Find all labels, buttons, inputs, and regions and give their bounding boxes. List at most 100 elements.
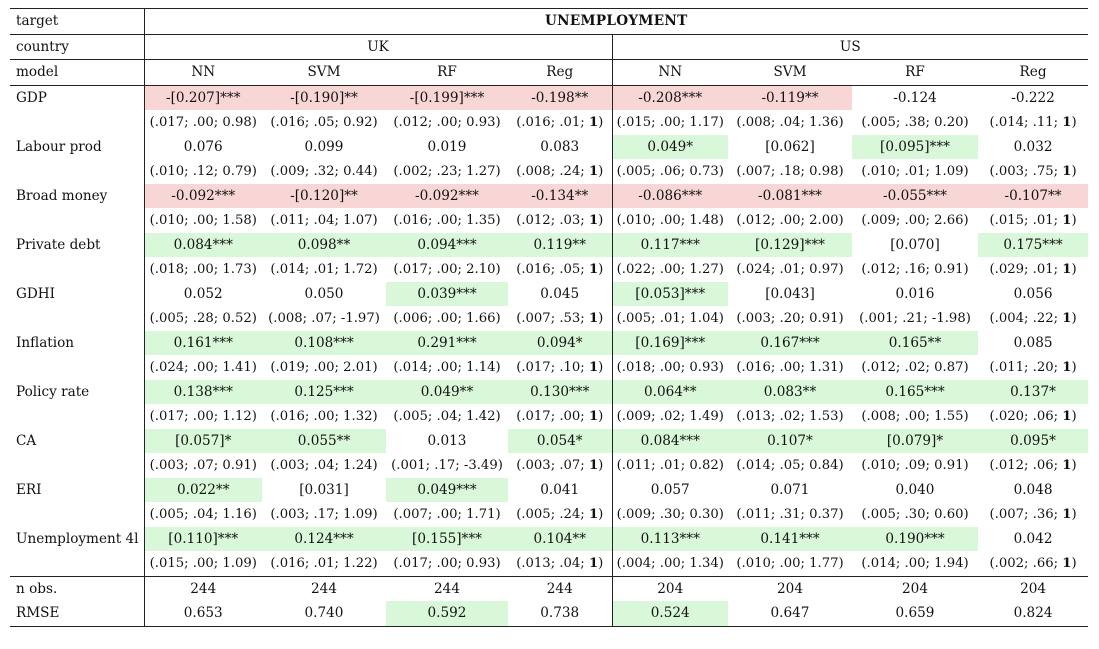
coefficient-row: GDP -[0.207]*** -[0.190]** -[0.199]*** -0.19…: [10, 85, 1088, 110]
coefficient-cell: -0.124: [893, 89, 937, 106]
coefficient-cell: 0.137*: [978, 379, 1089, 404]
coefficient-row: Inflation 0.161*** 0.108*** 0.291*** 0.094*[…: [10, 330, 1088, 355]
stats-cell: (.002; .23; 1.27): [393, 163, 501, 179]
coefficient-row: ERI 0.022** [0.031] 0.049*** 0.041 0.057 0.071…: [10, 477, 1088, 502]
coefficient-cell: 0.099: [304, 138, 344, 155]
summary-cell: 0.738: [508, 601, 613, 627]
stats-cell: (.007; .00; 1.71): [393, 506, 501, 522]
coefficient-cell: 0.084***: [612, 428, 728, 453]
summary-cell: 0.740: [262, 601, 386, 627]
stats-cell: (.008; .24; 1): [508, 159, 613, 184]
stats-cell: (.004; .00; 1.34): [612, 551, 728, 577]
stats-cell: (.016; .00; 1.35): [393, 212, 501, 228]
coefficient-cell: 0.056: [1013, 285, 1053, 302]
bold-one: 1: [1062, 359, 1072, 375]
target-row: target UNEMPLOYMENT: [10, 8, 1089, 35]
stats-cell: (.009; .02; 1.49): [616, 408, 724, 424]
stats-cell: (.014; .00; 1.94): [852, 551, 978, 577]
stats-cell: (.003; .75; 1): [989, 163, 1077, 179]
coefficient-cell: -[0.207]***: [144, 85, 262, 110]
coefficient-cell: -[0.190]**: [262, 85, 386, 110]
stats-cell: (.029; .01; 1): [989, 261, 1077, 277]
stats-row: (.017; .00; 1.12) (.016; .00; 1.32) (.005;…: [10, 404, 1088, 429]
bold-one: 1: [588, 555, 599, 571]
coefficient-cell: 0.161***: [144, 330, 262, 355]
coefficient-cell: 0.064**: [612, 379, 728, 404]
summary-cell: 0.524: [612, 601, 728, 627]
stats-cell: (.014; .00; 1.14): [393, 359, 501, 375]
stats-cell: (.012; .02; 0.87): [861, 359, 969, 375]
coefficient-cell: 0.104**: [508, 526, 613, 551]
bold-one: 1: [588, 506, 599, 522]
stats-cell: (.002; .66; 1): [978, 551, 1089, 577]
coefficient-row: Policy rate 0.138*** 0.125*** 0.049** 0.130*…: [10, 379, 1089, 404]
stats-cell: (.009; .30; 0.30): [616, 506, 724, 522]
stats-cell: (.016; .05; 0.92): [270, 114, 378, 130]
coefficient-cell: -0.208***: [612, 85, 728, 110]
stats-cell: (.007; .53; 1): [508, 306, 613, 331]
stats-cell: (.005; .04; 1.42): [393, 408, 501, 424]
coefficient-cell: 0.107*: [728, 428, 852, 453]
stats-cell: (.024; .01; 0.97): [736, 261, 844, 277]
stats-cell: (.010; .12; 0.79): [149, 163, 257, 179]
coefficient-cell: 0.013: [427, 432, 467, 449]
variable-label: Labour prod: [10, 134, 145, 159]
stats-cell: (.016; .01; 1.22): [262, 551, 386, 577]
stats-cell: (.005; .38; 0.20): [861, 114, 969, 130]
bold-one: 1: [588, 163, 599, 179]
model-label: model: [10, 59, 145, 86]
coefficient-row: GDHI 0.052 0.050 0.039*** 0.045 [0.053]*** [0.…: [10, 281, 1088, 306]
summary-cell: 204: [1020, 580, 1047, 597]
coefficient-cell: -[0.199]***: [386, 85, 508, 110]
coefficient-cell: 0.071: [770, 481, 810, 498]
stats-label-blank: [10, 159, 145, 184]
stats-cell: (.014; .05; 0.84): [736, 457, 844, 473]
stats-label-blank: [10, 306, 145, 331]
coefficient-cell: [0.129]***: [728, 232, 852, 257]
stats-cell: (.007; .36; 1): [989, 506, 1077, 522]
coefficient-cell: 0.022**: [144, 477, 262, 502]
stats-cell: (.003; .07; 0.91): [149, 457, 257, 473]
bold-one: 1: [1062, 457, 1072, 473]
bold-one: 1: [588, 310, 599, 326]
bold-one: 1: [1062, 212, 1072, 228]
coefficient-cell: 0.057: [650, 481, 690, 498]
stats-cell: (.010; .00; 1.48): [616, 212, 724, 228]
model-header: NN: [144, 59, 262, 86]
stats-row: (.010; .00; 1.58) (.011; .04; 1.07) (.016;…: [10, 208, 1088, 233]
coefficient-cell: [0.169]***: [612, 330, 728, 355]
summary-cell: 244: [311, 580, 337, 597]
results-table: target UNEMPLOYMENT country UK US model …: [10, 8, 1089, 627]
model-header: Reg: [978, 59, 1089, 86]
coefficient-cell: 0.049*: [612, 134, 728, 159]
stats-cell: (.007; .18; 0.98): [736, 163, 844, 179]
stats-label-blank: [10, 502, 145, 527]
stats-cell: (.019; .00; 2.01): [270, 359, 378, 375]
stats-cell: (.018; .00; 0.93): [616, 359, 724, 375]
coefficient-cell: 0.050: [304, 285, 344, 302]
coefficient-cell: 0.124***: [262, 526, 386, 551]
summary-cell: 0.592: [386, 601, 508, 627]
stats-cell: (.013; .04; 1): [508, 551, 613, 577]
coefficient-cell: 0.055**: [262, 428, 386, 453]
coefficient-cell: 0.076: [183, 138, 223, 155]
stats-row: (.010; .12; 0.79) (.009; .32; 0.44) (.002;…: [10, 159, 1088, 184]
stats-label-blank: [10, 404, 145, 429]
summary-cell: 204: [777, 580, 803, 597]
bold-one: 1: [1062, 310, 1072, 326]
summary-cell: 0.824: [978, 601, 1089, 627]
coefficient-cell: 0.049***: [386, 477, 508, 502]
coefficient-cell: 0.040: [895, 481, 935, 498]
bold-one: 1: [588, 114, 599, 130]
stats-cell: (.017; .00; 0.93): [386, 551, 508, 577]
stats-cell: (.013; .02; 1.53): [736, 408, 844, 424]
coefficient-cell: [0.031]: [299, 481, 349, 498]
stats-cell: (.004; .22; 1): [989, 310, 1077, 326]
summary-cell: 204: [657, 580, 684, 597]
coefficient-cell: [0.110]***: [144, 526, 262, 551]
bold-one: 1: [1062, 163, 1072, 179]
coefficient-cell: 0.141***: [728, 526, 852, 551]
coefficient-cell: 0.108***: [262, 330, 386, 355]
stats-label-blank: [10, 110, 145, 135]
model-header: Reg: [508, 59, 613, 86]
